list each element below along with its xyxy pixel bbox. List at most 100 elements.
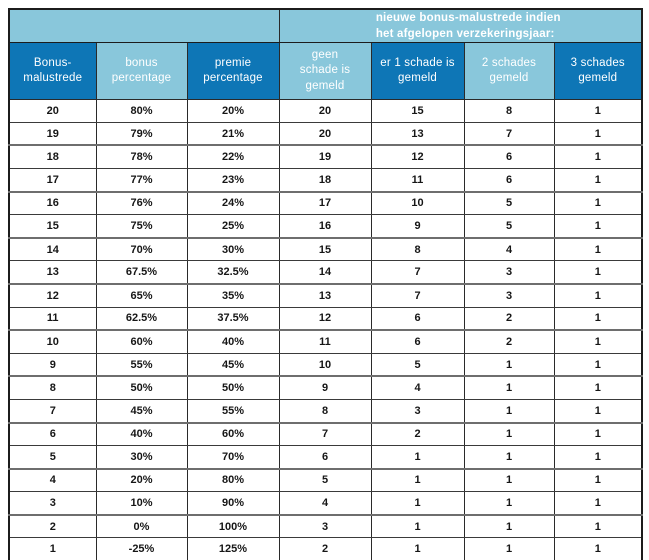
table-cell: 90% — [186, 491, 280, 516]
table-cell: 1 — [553, 513, 643, 539]
table-cell: 1 — [553, 445, 643, 470]
table-cell: 40% — [95, 421, 188, 447]
table-cell: 77% — [95, 167, 188, 193]
table-cell: 45% — [95, 398, 188, 424]
table-cell: 1 — [553, 467, 643, 493]
table-cell: 70% — [186, 445, 280, 470]
table-cell: 55% — [95, 352, 188, 377]
table-cell: 11 — [8, 306, 97, 331]
table-cell: 50% — [95, 375, 188, 400]
table-row: 17 77% 23% 18 11 6 1 — [8, 167, 643, 193]
table-cell: 4 — [370, 375, 465, 400]
table-cell: 75% — [95, 214, 188, 239]
table-cell: 15 — [370, 99, 465, 123]
table-cell: 9 — [370, 214, 465, 239]
group-header-new-trede: nieuwe bonus-malustrede indien het afgel… — [278, 8, 643, 44]
table-cell: 8 — [370, 236, 465, 262]
table-cell: 20 — [278, 121, 372, 146]
table-cell: 23% — [186, 167, 280, 193]
table-cell: 10 — [278, 352, 372, 377]
table-cell: 1 — [553, 167, 643, 193]
table-cell: 14 — [8, 236, 97, 262]
table-cell: 1 — [553, 260, 643, 285]
table-cell: 5 — [278, 467, 372, 493]
table-cell: 1 — [553, 398, 643, 424]
table-row: 9 55% 45% 10 5 1 1 — [8, 352, 643, 377]
table-cell: 8 — [8, 375, 97, 400]
table-cell: 55% — [186, 398, 280, 424]
table-cell: 45% — [186, 352, 280, 377]
table-row: 6 40% 60% 7 2 1 1 — [8, 421, 643, 447]
col-header-2-schades: 2 schades gemeld — [463, 42, 555, 101]
col-header-1-schade: er 1 schade is gemeld — [370, 42, 465, 101]
table-cell: 25% — [186, 214, 280, 239]
table-cell: 1 — [553, 214, 643, 239]
table-cell: 3 — [463, 282, 555, 308]
table-cell: 8 — [463, 99, 555, 123]
table-cell: 1 — [370, 467, 465, 493]
table-cell: 18 — [278, 167, 372, 193]
table-cell: 1 — [370, 537, 465, 560]
table-cell: 1 — [553, 329, 643, 354]
table-cell: 5 — [370, 352, 465, 377]
table-row: 4 20% 80% 5 1 1 1 — [8, 467, 643, 493]
table-row: 3 10% 90% 4 1 1 1 — [8, 491, 643, 516]
table-cell: 65% — [95, 282, 188, 308]
table-cell: 1 — [463, 375, 555, 400]
table-cell: 1 — [370, 513, 465, 539]
table-cell: 1 — [553, 144, 643, 169]
table-cell: 19 — [8, 121, 97, 146]
table-cell: 0% — [95, 513, 188, 539]
table-cell: 32.5% — [186, 260, 280, 285]
table-cell: 6 — [463, 167, 555, 193]
table-cell: 3 — [463, 260, 555, 285]
table-cell: 30% — [186, 236, 280, 262]
table-cell: 7 — [463, 121, 555, 146]
table-cell: 30% — [95, 445, 188, 470]
table-cell: 1 — [8, 537, 97, 560]
table-row: 20 80% 20% 20 15 8 1 — [8, 99, 643, 123]
table-cell: 4 — [8, 467, 97, 493]
table-cell: 3 — [370, 398, 465, 424]
table-row: 2 0% 100% 3 1 1 1 — [8, 513, 643, 539]
group-header-label: nieuwe bonus-malustrede indien het afgel… — [375, 12, 561, 41]
table-row: 14 70% 30% 15 8 4 1 — [8, 236, 643, 262]
table-row: 19 79% 21% 20 13 7 1 — [8, 121, 643, 146]
table-cell: 2 — [370, 421, 465, 447]
col-header-premie-percentage: premie percentage — [186, 42, 280, 101]
table-cell: 1 — [553, 306, 643, 331]
group-header-empty — [8, 8, 280, 44]
table-cell: 18 — [8, 144, 97, 169]
table-row: 5 30% 70% 6 1 1 1 — [8, 445, 643, 470]
table-cell: 12 — [370, 144, 465, 169]
table-row: 1 -25% 125% 2 1 1 1 — [8, 537, 643, 560]
table-cell: 21% — [186, 121, 280, 146]
table-cell: -25% — [95, 537, 188, 560]
table-cell: 100% — [186, 513, 280, 539]
table-cell: 37.5% — [186, 306, 280, 331]
table-row: 15 75% 25% 16 9 5 1 — [8, 214, 643, 239]
table-cell: 17 — [278, 190, 372, 216]
table-cell: 3 — [8, 491, 97, 516]
column-header-row: Bonus- malustrede bonus percentage premi… — [8, 42, 643, 101]
table-cell: 20 — [8, 99, 97, 123]
table-cell: 8 — [278, 398, 372, 424]
table-body: 20 80% 20% 20 15 8 1 19 79% 21% 20 13 7 1 18 78% 22% 19 12… — [8, 99, 643, 560]
table-cell: 10 — [8, 329, 97, 354]
group-header-row: nieuwe bonus-malustrede indien het afgel… — [8, 8, 643, 44]
table-cell: 50% — [186, 375, 280, 400]
table-cell: 4 — [278, 491, 372, 516]
table-row: 16 76% 24% 17 10 5 1 — [8, 190, 643, 216]
table-cell: 80% — [95, 99, 188, 123]
table-cell: 10 — [370, 190, 465, 216]
table-cell: 79% — [95, 121, 188, 146]
table-cell: 9 — [278, 375, 372, 400]
table-cell: 60% — [95, 329, 188, 354]
table-cell: 10% — [95, 491, 188, 516]
table-cell: 6 — [370, 306, 465, 331]
table-cell: 1 — [463, 513, 555, 539]
table-cell: 7 — [278, 421, 372, 447]
table-cell: 78% — [95, 144, 188, 169]
table-cell: 19 — [278, 144, 372, 169]
